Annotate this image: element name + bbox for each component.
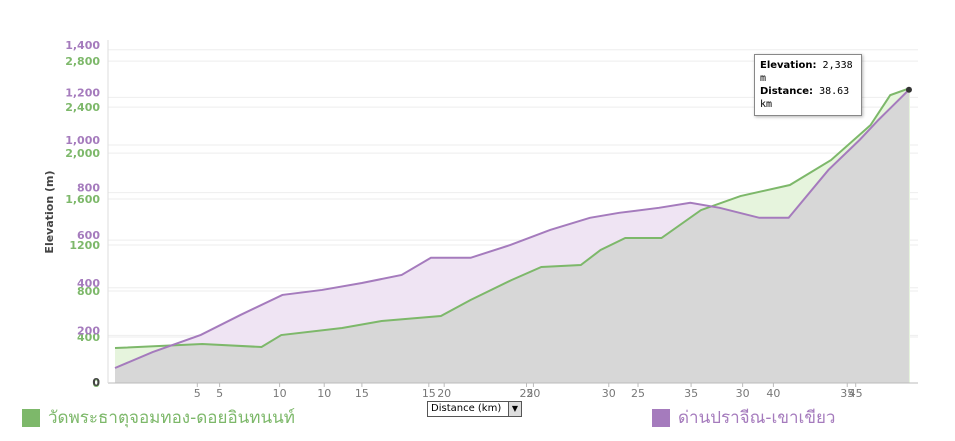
legend-swatch: [652, 408, 670, 427]
y-tick-label: 400: [77, 331, 100, 344]
y-tick-label: 2,000: [65, 147, 100, 160]
y-tick-label: 800: [77, 285, 100, 298]
y-tick-label: 0: [92, 377, 100, 390]
legend-label: ด่านปราจีณ-เขาเขียว: [678, 408, 836, 428]
x-tick-label: 45: [849, 387, 863, 400]
hover-point: [905, 86, 912, 93]
y2-tick-label: 200: [77, 324, 100, 337]
tooltip-label: Distance:: [760, 86, 814, 97]
legend-label: วัดพระธาตุจอมทอง-ดอยอินทนนท์: [48, 408, 295, 428]
tooltip-label: Elevation:: [760, 60, 817, 71]
x-tick-label: 25: [519, 387, 533, 400]
legend-item[interactable]: วัดพระธาตุจอมทอง-ดอยอินทนนท์: [22, 404, 295, 431]
x2-tick-label: 5: [216, 387, 223, 400]
y2-tick-label: 400: [77, 277, 100, 290]
x-tick-label: 5: [194, 387, 201, 400]
y2-tick-label: 600: [77, 229, 100, 242]
x2-tick-label: 20: [526, 387, 540, 400]
line: [114, 87, 911, 350]
x2-tick-label: 25: [631, 387, 645, 400]
x2-tick-label: 15: [422, 387, 436, 400]
legend-swatch: [22, 408, 40, 427]
x-tick-label: 20: [437, 387, 451, 400]
tooltip-value: 2,338 m: [760, 60, 853, 84]
x2-tick-label: 10: [317, 387, 331, 400]
x-tick-label: 40: [766, 387, 780, 400]
tooltip-value: 38.63 km: [760, 86, 850, 110]
y-axis-title: Elevation (m): [43, 170, 56, 253]
y-zero: 0: [92, 376, 100, 389]
x-axis-title: Distance (km): [431, 403, 502, 414]
select-arrow: ▼: [508, 402, 521, 416]
x-axis-select[interactable]: Distance (km) ▼: [427, 401, 522, 417]
tooltip: Elevation: 2,338 m Distance: 38.63 km: [754, 54, 862, 116]
y2-tick-label: 800: [77, 182, 100, 195]
x-tick-label: 30: [602, 387, 616, 400]
line: [114, 89, 910, 369]
x-tick-label: 10: [273, 387, 287, 400]
y-tick-label: 1200: [69, 239, 100, 252]
y-tick-label: 1,600: [65, 193, 100, 206]
y2-tick-label: 1,400: [65, 39, 100, 52]
legend-item[interactable]: ด่านปราจีณ-เขาเขียว: [652, 404, 835, 431]
y-tick-label: 2,400: [65, 101, 100, 114]
y-tick-label: 2,800: [65, 55, 100, 68]
x-tick-label: 35: [684, 387, 698, 400]
x2-tick-label: 35: [840, 387, 854, 400]
y2-tick-label: 1,000: [65, 134, 100, 147]
x-tick-label: 15: [355, 387, 369, 400]
x2-tick-label: 30: [736, 387, 750, 400]
y2-tick-label: 1,200: [65, 86, 100, 99]
